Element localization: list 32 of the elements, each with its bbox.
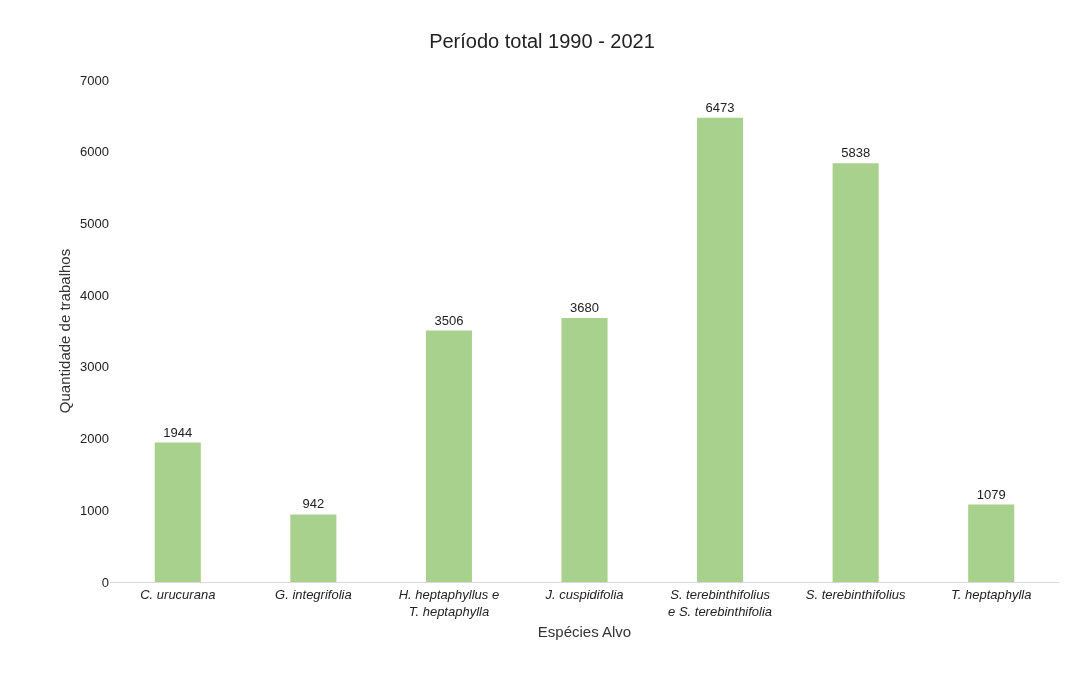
bar [425,330,472,582]
y-axis-title: Quantidade de trabalhos [56,248,73,414]
data-label: 3506 [434,312,464,328]
data-label: 5838 [841,145,871,161]
data-label: 1079 [976,486,1006,502]
bar [290,514,337,582]
y-tick-label: 5000 [80,215,109,231]
x-tick-label: S. terebinthifolius [805,586,906,602]
x-tick-label: G. integrifolia [275,586,352,602]
bar [154,442,201,582]
data-label: 6473 [705,99,735,115]
data-label: 1944 [163,424,193,440]
bar [697,117,744,582]
chart-title: Período total 1990 - 2021 [429,30,655,53]
bar [832,163,879,582]
x-tick-label: C. urucurana [140,586,216,602]
x-tick-label: H. heptaphyllus e T. heptaphylla [398,586,500,619]
y-tick-label: 7000 [80,72,109,88]
x-tick-label: S. terebinthifolius e S. terebinthifolia [668,586,773,619]
x-tick-label: T. heptaphylla [950,586,1032,602]
y-tick-label: 2000 [80,431,109,447]
y-tick-label: 3000 [80,359,109,375]
data-label: 942 [302,496,325,512]
bar [561,318,608,582]
data-label: 3680 [570,300,599,316]
y-tick-label: 0 [101,574,109,590]
x-tick-label: J. cuspidifolia [544,586,624,602]
x-axis-title: Espécies Alvo [537,623,632,640]
y-tick-label: 6000 [80,144,109,160]
y-tick-label: 4000 [80,287,109,303]
bar [968,504,1015,582]
y-tick-label: 1000 [80,502,109,518]
